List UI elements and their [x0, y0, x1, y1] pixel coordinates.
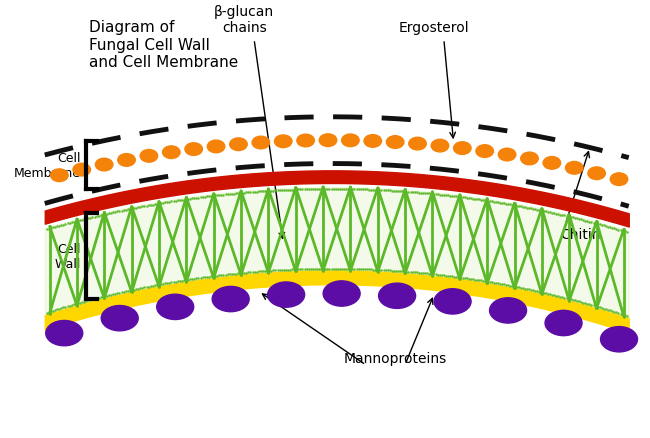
Ellipse shape — [96, 159, 113, 171]
Ellipse shape — [378, 283, 415, 309]
Text: Cell
Membrane: Cell Membrane — [14, 152, 81, 180]
Ellipse shape — [101, 306, 138, 331]
Ellipse shape — [364, 135, 382, 148]
Ellipse shape — [162, 147, 180, 159]
Ellipse shape — [268, 283, 305, 307]
Ellipse shape — [297, 135, 315, 148]
Ellipse shape — [409, 138, 426, 151]
Ellipse shape — [229, 138, 247, 151]
Ellipse shape — [274, 136, 292, 148]
Ellipse shape — [601, 327, 638, 352]
Ellipse shape — [588, 167, 605, 180]
Text: Cell
Wall: Cell Wall — [55, 243, 81, 271]
Ellipse shape — [118, 154, 135, 167]
Ellipse shape — [323, 281, 360, 307]
Text: Chitin: Chitin — [560, 227, 601, 241]
Ellipse shape — [434, 289, 471, 314]
Ellipse shape — [521, 153, 538, 166]
Ellipse shape — [543, 157, 560, 170]
Ellipse shape — [545, 311, 582, 336]
Ellipse shape — [489, 298, 526, 323]
Text: β-glucan
chains: β-glucan chains — [214, 5, 274, 35]
Ellipse shape — [610, 173, 628, 186]
Ellipse shape — [431, 140, 448, 152]
Ellipse shape — [386, 136, 404, 149]
Text: Mannoproteins: Mannoproteins — [344, 351, 447, 365]
Ellipse shape — [157, 294, 194, 320]
Ellipse shape — [46, 321, 83, 346]
Ellipse shape — [73, 164, 90, 177]
Ellipse shape — [252, 137, 270, 149]
Ellipse shape — [566, 162, 583, 175]
Ellipse shape — [140, 150, 158, 163]
Ellipse shape — [499, 149, 516, 162]
Text: Diagram of
Fungal Cell Wall
and Cell Membrane: Diagram of Fungal Cell Wall and Cell Mem… — [88, 21, 238, 70]
Ellipse shape — [51, 170, 68, 182]
Text: Ergosterol: Ergosterol — [399, 21, 469, 35]
Ellipse shape — [207, 141, 225, 153]
Ellipse shape — [342, 135, 359, 147]
Ellipse shape — [476, 145, 493, 158]
Ellipse shape — [185, 143, 202, 156]
Ellipse shape — [319, 134, 337, 147]
Ellipse shape — [212, 287, 249, 312]
Ellipse shape — [454, 142, 471, 155]
